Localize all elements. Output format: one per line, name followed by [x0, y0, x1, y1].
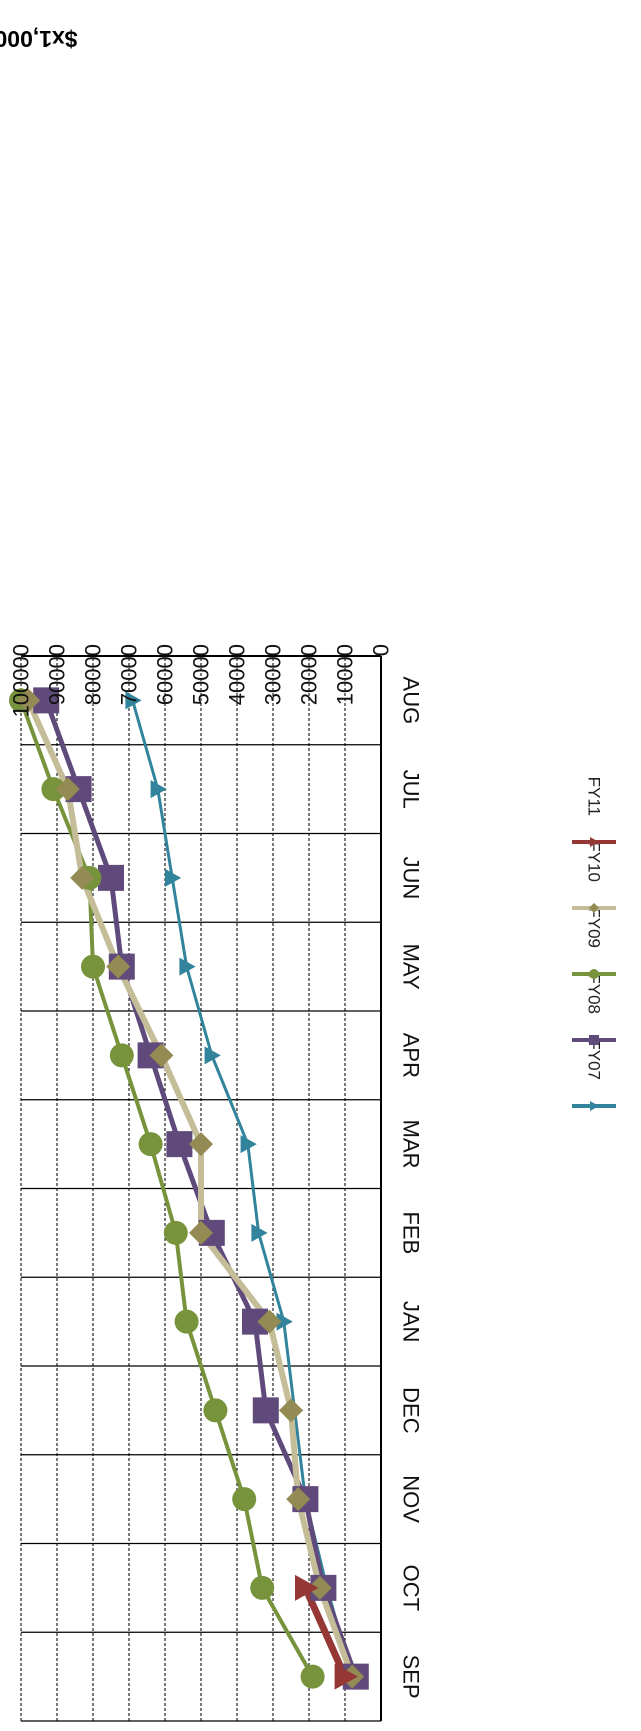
point-fy07-jul — [150, 780, 167, 799]
y-tick-label: 70000 — [117, 644, 142, 705]
y-tick-label: 90000 — [45, 644, 70, 705]
y-tick-label: 0 — [369, 644, 394, 656]
x-tick-label-jan: JAN — [399, 1301, 424, 1343]
x-tick-label-feb: FEB — [399, 1211, 424, 1254]
legend-label: FY09 — [585, 907, 604, 948]
point-fy10-jun — [70, 865, 95, 890]
y-tick-label: 30000 — [261, 644, 286, 705]
point-fy09-nov — [232, 1487, 257, 1512]
legend-item-fy08: FY08 — [572, 973, 616, 1045]
point-fy09-dec — [203, 1398, 228, 1423]
chart-rotated-group: 0 10000 20000 30000 40000 50000 60000 70000 8000… — [0, 26, 616, 1722]
series-line-fy11 — [302, 1586, 349, 1679]
point-fy07-feb — [251, 1223, 268, 1242]
legend-label: FY10 — [585, 841, 604, 882]
axes: 0 10000 20000 30000 40000 50000 60000 70000 8000… — [9, 644, 424, 1721]
point-fy07-mar — [240, 1135, 257, 1154]
legend-swatch-marker — [589, 969, 599, 979]
point-fy09-oct — [250, 1575, 275, 1600]
x-tick-label-may: MAY — [399, 944, 424, 990]
legend-item-fy10: FY10 — [572, 841, 616, 913]
point-fy10-jan — [257, 1309, 282, 1334]
x-tick-label-apr: APR — [399, 1033, 424, 1078]
y-tick-label: 80000 — [81, 644, 106, 705]
point-fy09-feb — [163, 1220, 188, 1245]
point-fy07-may — [179, 957, 196, 976]
legend-label: FY08 — [585, 973, 604, 1014]
x-tick-label-jun: JUN — [399, 856, 424, 899]
legend-item-fy11: FY11 — [572, 777, 616, 847]
legend: FY07 FY08 FY09 FY10 FY11 — [572, 777, 616, 1111]
x-tick-label-oct: OCT — [399, 1565, 424, 1611]
point-fy07-jan — [276, 1312, 293, 1331]
legend-item-fy07: FY07 — [572, 1039, 616, 1111]
point-fy10-nov — [286, 1487, 311, 1512]
x-tick-label-jul: JUL — [399, 770, 424, 809]
legend-swatch-marker — [589, 1035, 599, 1045]
point-fy08-dec — [252, 1397, 279, 1424]
point-fy07-apr — [204, 1046, 221, 1065]
point-fy09-mar — [138, 1132, 163, 1157]
legend-swatch-marker — [589, 903, 599, 913]
point-fy08-mar — [166, 1131, 193, 1158]
point-fy10-may — [106, 954, 131, 979]
point-fy07-aug — [125, 691, 142, 710]
series-markers — [9, 687, 369, 1690]
point-fy11-oct — [295, 1574, 319, 1601]
x-tick-label-dec: DEC — [399, 1387, 424, 1434]
point-fy09-apr — [109, 1043, 134, 1068]
series-line-fy08 — [43, 699, 359, 1678]
y-tick-label: 10000 — [333, 644, 358, 705]
y-tick-label: 60000 — [153, 644, 178, 705]
point-fy08-jun — [98, 864, 124, 891]
y-tick-label: 50000 — [189, 644, 214, 705]
point-fy09-jul — [41, 777, 66, 802]
point-fy10-jul — [55, 777, 80, 802]
point-fy11-sep — [334, 1663, 358, 1690]
legend-item-fy09: FY09 — [572, 907, 616, 979]
x-tick-label-sep: SEP — [399, 1655, 424, 1699]
legend-label: FY07 — [585, 1039, 604, 1080]
point-fy10-aug — [16, 688, 41, 713]
point-fy10-dec — [279, 1398, 303, 1423]
point-fy09-jan — [174, 1309, 199, 1334]
point-fy10-oct — [307, 1575, 332, 1600]
y-tick-label: 100000 — [9, 644, 34, 717]
x-tick-label-aug: AUG — [399, 677, 424, 725]
point-fy07-jun — [165, 868, 182, 887]
x-tick-label-nov: NOV — [399, 1475, 424, 1523]
point-fy10-apr — [149, 1043, 174, 1068]
series-lines — [19, 699, 359, 1679]
y-tick-label: 20000 — [297, 644, 322, 705]
series-line-fy09 — [19, 699, 315, 1678]
point-fy10-mar — [189, 1132, 213, 1157]
legend-swatch-marker — [590, 837, 599, 847]
y-axis-label: $x1,000 — [0, 26, 78, 52]
point-fy09-may — [81, 954, 105, 979]
x-tick-label-mar: MAR — [399, 1120, 424, 1169]
y-tick-label: 40000 — [225, 644, 250, 705]
legend-swatch-marker — [590, 1101, 599, 1111]
legend-label: FY11 — [585, 777, 604, 816]
point-fy09-sep — [300, 1664, 325, 1689]
series-line-fy10 — [25, 699, 356, 1678]
point-fy10-feb — [189, 1220, 213, 1245]
